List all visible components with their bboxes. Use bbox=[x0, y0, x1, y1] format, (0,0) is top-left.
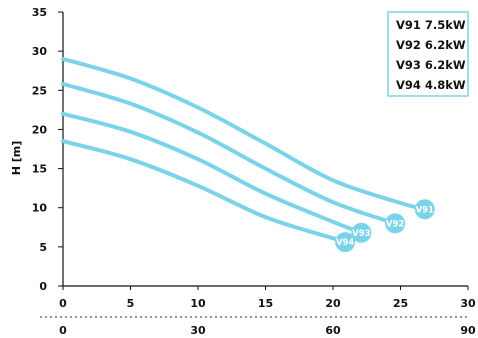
series-line-v91 bbox=[61, 57, 427, 212]
legend: V91 7.5kW V92 6.2kW V93 6.2kW V94 4.8kW bbox=[387, 11, 469, 97]
y-tick-label: 15 bbox=[32, 163, 47, 176]
y-axis-label: H [m] bbox=[10, 141, 23, 176]
legend-entry: V94 4.8kW bbox=[396, 78, 466, 92]
tick-labels: 0 5 10 15 20 25 30 35 0 5 10 15 20 25 30 0 30 60 90 bbox=[32, 6, 476, 337]
series-line-v93 bbox=[61, 111, 364, 235]
series-lines bbox=[61, 57, 427, 245]
secondary-x-tick-label: 30 bbox=[190, 324, 206, 337]
axes bbox=[40, 11, 470, 318]
series-line-v92 bbox=[61, 82, 398, 226]
y-tick-label: 30 bbox=[32, 45, 48, 58]
x-tick-label: 30 bbox=[460, 297, 476, 310]
x-tick-label: 0 bbox=[59, 297, 67, 310]
y-tick-label: 5 bbox=[39, 241, 47, 254]
end-label-v91: V91 bbox=[416, 205, 434, 215]
end-label-v93: V93 bbox=[352, 229, 370, 239]
y-tick-label: 35 bbox=[32, 6, 47, 19]
end-label-v92: V92 bbox=[386, 219, 404, 229]
x-tick-label: 25 bbox=[393, 297, 408, 310]
y-tick-label: 10 bbox=[32, 202, 48, 215]
x-tick-label: 10 bbox=[190, 297, 206, 310]
legend-entry: V91 7.5kW bbox=[396, 18, 466, 32]
end-label-v94: V94 bbox=[336, 238, 354, 248]
secondary-x-tick-label: 60 bbox=[325, 324, 341, 337]
end-marker-v91 bbox=[414, 199, 435, 220]
end-marker-v93 bbox=[351, 222, 372, 243]
secondary-x-tick-label: 90 bbox=[460, 324, 476, 337]
legend-entry: V92 6.2kW bbox=[396, 38, 466, 52]
x-tick-label: 15 bbox=[258, 297, 273, 310]
secondary-x-tick-label: 0 bbox=[59, 324, 67, 337]
x-tick-label: 5 bbox=[127, 297, 135, 310]
legend-box bbox=[387, 11, 469, 97]
y-tick-label: 25 bbox=[32, 84, 47, 97]
end-marker-v92 bbox=[385, 213, 406, 234]
end-marker-v94 bbox=[335, 232, 356, 253]
legend-entry: V93 6.2kW bbox=[396, 58, 466, 72]
series-line-v94 bbox=[61, 139, 348, 245]
y-tick-label: 0 bbox=[39, 280, 47, 293]
x-tick-label: 20 bbox=[325, 297, 341, 310]
y-tick-label: 20 bbox=[32, 123, 48, 136]
